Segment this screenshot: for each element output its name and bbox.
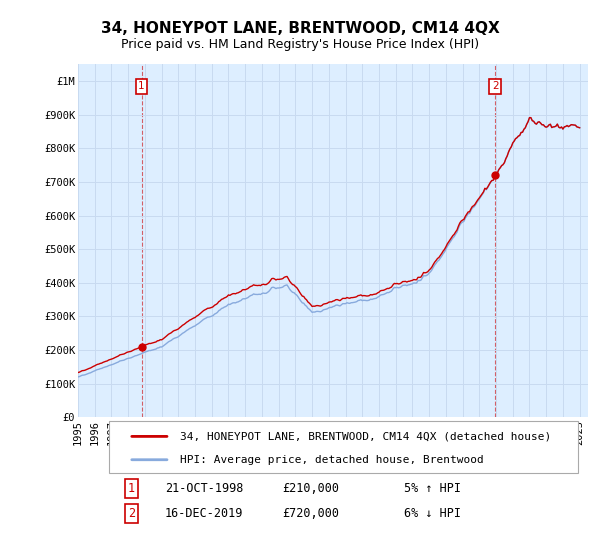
Text: 1: 1: [128, 482, 135, 495]
Text: 1: 1: [138, 81, 145, 91]
Text: £720,000: £720,000: [282, 507, 339, 520]
Text: 2: 2: [128, 507, 135, 520]
Text: HPI: Average price, detached house, Brentwood: HPI: Average price, detached house, Bren…: [180, 455, 484, 465]
Text: 2: 2: [492, 81, 499, 91]
Text: 34, HONEYPOT LANE, BRENTWOOD, CM14 4QX: 34, HONEYPOT LANE, BRENTWOOD, CM14 4QX: [101, 21, 499, 36]
Text: 34, HONEYPOT LANE, BRENTWOOD, CM14 4QX (detached house): 34, HONEYPOT LANE, BRENTWOOD, CM14 4QX (…: [180, 431, 551, 441]
Text: 6% ↓ HPI: 6% ↓ HPI: [404, 507, 461, 520]
Text: 16-DEC-2019: 16-DEC-2019: [164, 507, 243, 520]
Text: £210,000: £210,000: [282, 482, 339, 495]
Text: 21-OCT-1998: 21-OCT-1998: [164, 482, 243, 495]
Text: 5% ↑ HPI: 5% ↑ HPI: [404, 482, 461, 495]
Text: Price paid vs. HM Land Registry's House Price Index (HPI): Price paid vs. HM Land Registry's House …: [121, 38, 479, 51]
FancyBboxPatch shape: [109, 421, 578, 473]
